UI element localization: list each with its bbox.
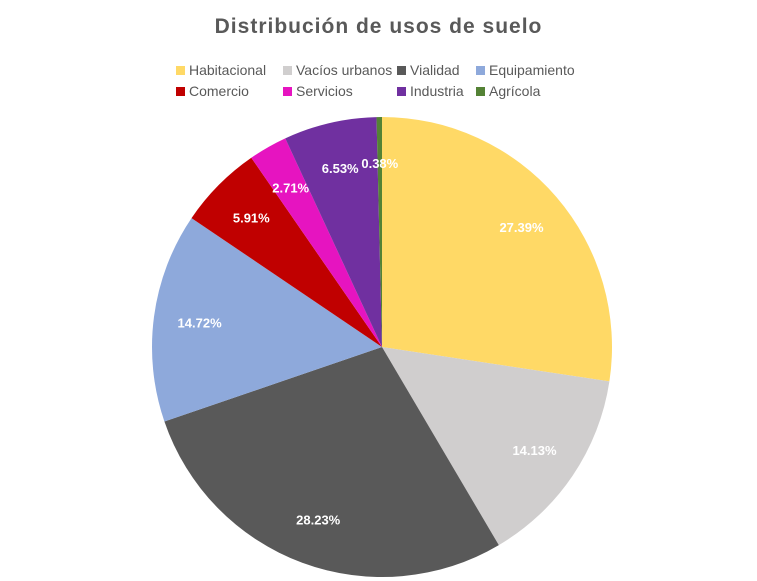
legend-entry: Servicios (283, 83, 397, 99)
pie-slice (251, 138, 382, 347)
legend-label: Industria (410, 83, 464, 99)
data-label: 5.91% (233, 211, 270, 226)
legend-entry: Vacíos urbanos (283, 62, 397, 78)
data-label: 2.71% (272, 180, 309, 195)
legend-swatch (476, 65, 485, 75)
legend-entry: Agrícola (476, 83, 604, 99)
legend-entry: Habitacional (176, 62, 283, 78)
legend-entry: Equipamiento (476, 62, 604, 78)
pie-slice (382, 347, 610, 546)
chart-title: Distribución de usos de suelo (214, 15, 543, 38)
legend-label: Habitacional (189, 62, 267, 78)
legend-label: Servicios (296, 83, 353, 99)
data-label: 6.53% (322, 161, 359, 176)
data-label: 14.72% (178, 316, 223, 331)
legend-entry: Comercio (176, 83, 283, 99)
legend-label: Vacíos urbanos (296, 62, 393, 78)
pie-slice (191, 157, 382, 347)
legend-swatch (397, 86, 406, 96)
pie-slice (164, 347, 499, 578)
pie-slice (376, 117, 382, 347)
legend-label: Comercio (189, 83, 249, 99)
legend-swatch (397, 65, 406, 75)
legend-swatch (476, 86, 485, 96)
data-label: 0.38% (361, 156, 398, 171)
legend-entry: Vialidad (397, 62, 476, 78)
data-label: 14.13% (512, 443, 557, 458)
legend-swatch (176, 86, 185, 96)
legend-label: Equipamiento (489, 62, 575, 78)
data-label: 28.23% (296, 513, 341, 528)
legend-label: Agrícola (489, 83, 541, 99)
legend-swatch (283, 65, 292, 75)
legend-swatch (176, 65, 185, 75)
pie-slice (152, 218, 382, 422)
data-label: 27.39% (499, 220, 544, 235)
legend-label: Vialidad (410, 62, 460, 78)
legend-swatch (283, 86, 292, 96)
pie-slice (382, 117, 612, 382)
legend: Habitacional Vacíos urbanos Vialidad Equipa… (176, 62, 616, 99)
pie-slice (285, 117, 382, 347)
legend-entry: Industria (397, 83, 476, 99)
